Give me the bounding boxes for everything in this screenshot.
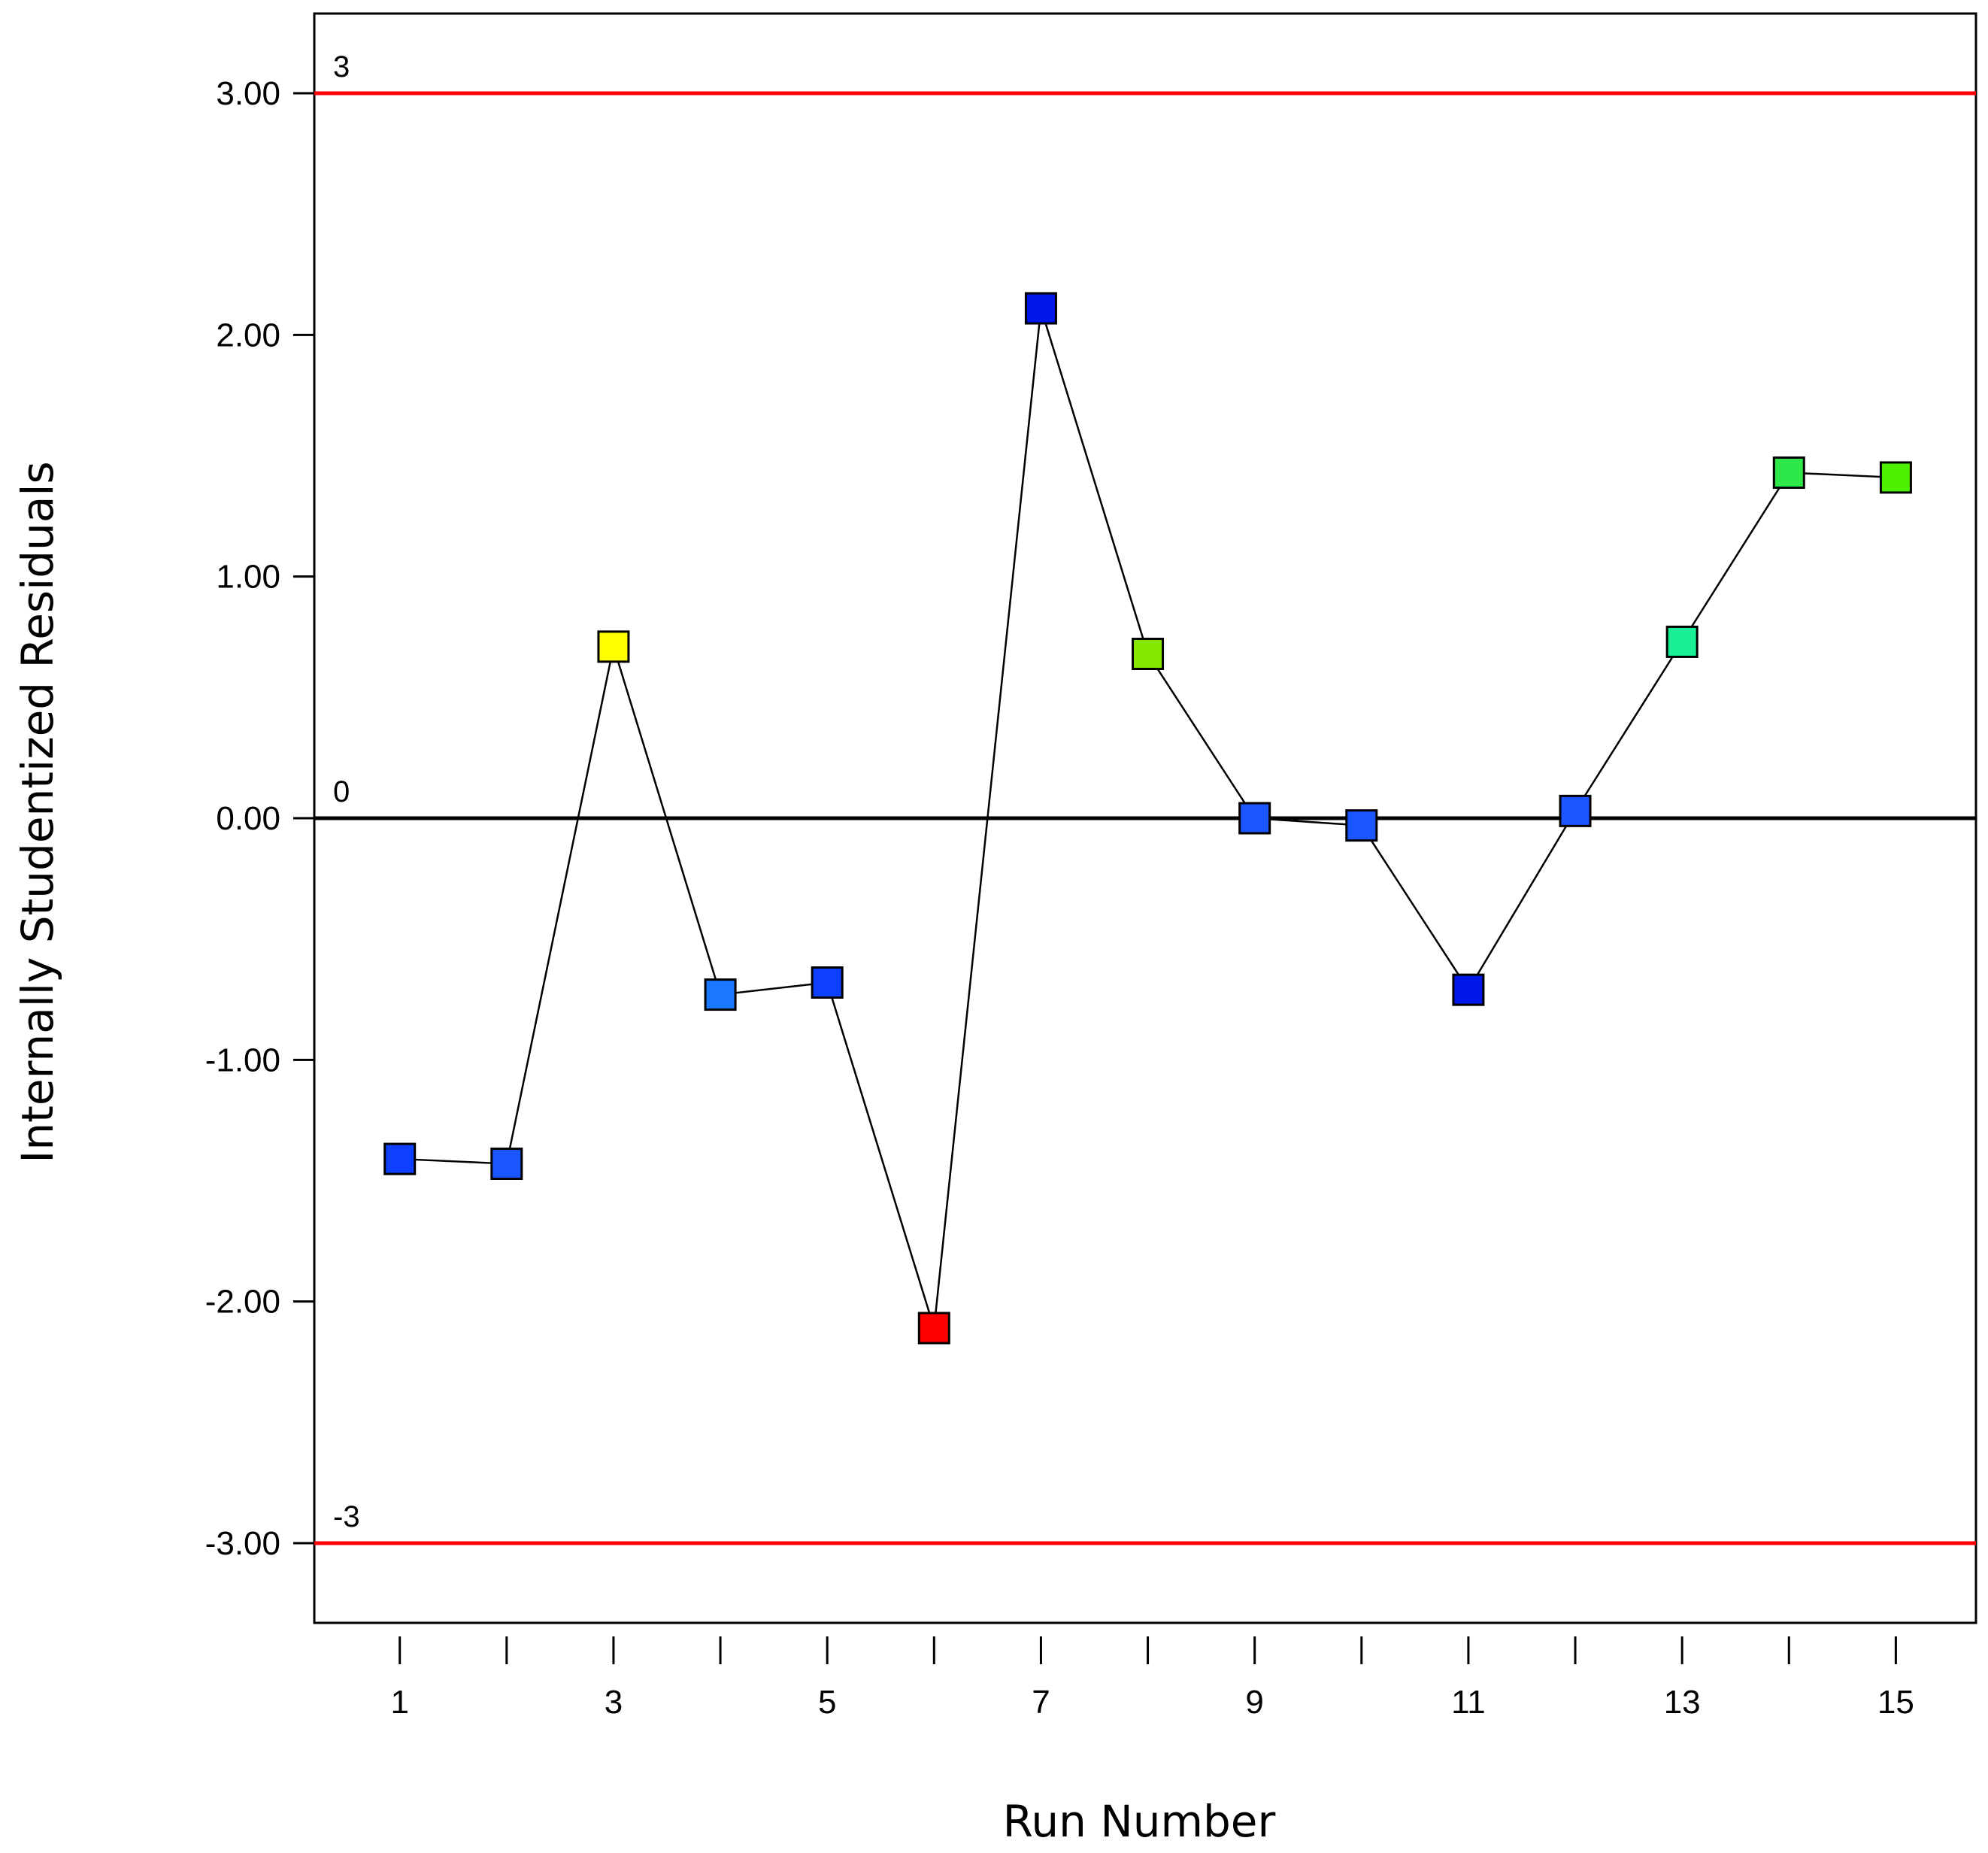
data-point-run-8 bbox=[1132, 638, 1165, 671]
data-point-run-1 bbox=[383, 1142, 417, 1175]
y-tick-label-5: -2.00 bbox=[205, 1284, 280, 1321]
data-point-run-12 bbox=[1559, 794, 1592, 827]
data-point-run-13 bbox=[1665, 625, 1699, 658]
x-tick-label-4: 9 bbox=[1245, 1684, 1263, 1721]
y-tick-label-0: 3.00 bbox=[216, 75, 280, 112]
data-point-run-3 bbox=[597, 630, 630, 663]
x-tick-label-5: 11 bbox=[1451, 1684, 1486, 1721]
data-point-run-6 bbox=[917, 1312, 950, 1345]
y-axis-title: Internally Studentized Residuals bbox=[12, 461, 63, 1163]
reference-line-label-1: 0 bbox=[333, 775, 350, 808]
reference-line-label-2: -3 bbox=[333, 1500, 360, 1533]
series-residuals bbox=[383, 292, 1912, 1345]
y-tick-label-3: 0.00 bbox=[216, 800, 280, 837]
x-tick-label-7: 15 bbox=[1877, 1684, 1914, 1721]
y-tick-label-2: 1.00 bbox=[216, 559, 280, 596]
reference-lines: 3 0 -3 bbox=[314, 50, 1976, 1545]
data-point-run-7 bbox=[1024, 292, 1057, 325]
x-tick-label-6: 13 bbox=[1664, 1684, 1701, 1721]
x-tick-label-2: 5 bbox=[818, 1684, 836, 1721]
x-tick-label-1: 3 bbox=[605, 1684, 623, 1721]
data-point-run-4 bbox=[704, 978, 737, 1011]
data-point-run-9 bbox=[1238, 802, 1271, 835]
data-point-run-2 bbox=[490, 1147, 523, 1180]
x-tick-label-0: 1 bbox=[390, 1684, 408, 1721]
data-point-run-5 bbox=[811, 966, 844, 999]
data-point-run-15 bbox=[1879, 461, 1912, 494]
x-tick-label-3: 7 bbox=[1032, 1684, 1050, 1721]
x-axis-title: Run Number bbox=[1003, 1796, 1276, 1847]
y-tick-label-4: -1.00 bbox=[205, 1042, 280, 1078]
x-axis: 1 3 5 7 9 11 13 15 bbox=[390, 1636, 1914, 1721]
data-point-run-11 bbox=[1452, 973, 1485, 1006]
y-tick-label-6: -3.00 bbox=[205, 1525, 280, 1562]
data-point-run-10 bbox=[1345, 809, 1378, 842]
y-axis: 3.00 2.00 1.00 0.00 -1.00 -2.00 -3.00 bbox=[205, 75, 314, 1562]
data-point-run-14 bbox=[1772, 456, 1805, 490]
reference-line-label-0: 3 bbox=[333, 50, 350, 83]
y-tick-label-1: 2.00 bbox=[216, 317, 280, 353]
